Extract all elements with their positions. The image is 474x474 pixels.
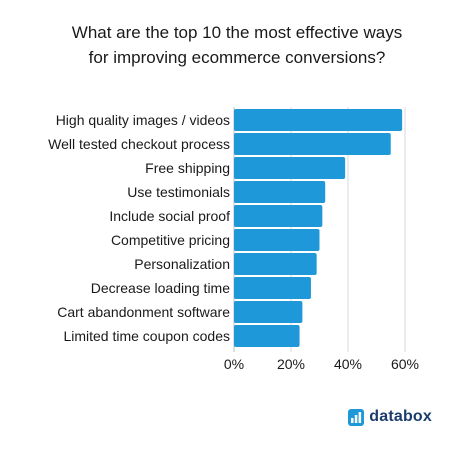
brand-logo: databox (348, 408, 432, 426)
category-label: Decrease loading time (91, 280, 231, 296)
category-label: Free shipping (145, 160, 230, 176)
bar (234, 229, 320, 251)
x-tick-label: 0% (224, 356, 244, 372)
databox-logo-icon (348, 408, 365, 426)
bar (234, 325, 300, 347)
x-tick-label: 40% (334, 356, 362, 372)
category-label: Cart abandonment software (57, 304, 230, 320)
chart-title-line-2: for improving ecommerce conversions? (88, 48, 386, 67)
category-labels: High quality images / videos Well tested … (48, 112, 230, 344)
brand-name: databox (369, 408, 432, 425)
bar (234, 253, 317, 275)
bar (234, 157, 346, 179)
category-label: High quality images / videos (56, 112, 230, 128)
category-label: Use testimonials (127, 184, 230, 200)
category-label: Limited time coupon codes (63, 328, 230, 344)
bar (234, 181, 326, 203)
category-label: Well tested checkout process (48, 136, 230, 152)
x-tick-label: 60% (391, 356, 419, 372)
bar (234, 301, 303, 323)
category-label: Personalization (134, 256, 230, 272)
x-tick-label: 20% (277, 356, 305, 372)
category-label: Include social proof (109, 208, 230, 224)
bars (234, 109, 403, 347)
x-axis: 0% 20% 40% 60% (224, 356, 419, 372)
category-label: Competitive pricing (111, 232, 230, 248)
bar (234, 109, 403, 131)
chart-title: What are the top 10 the most effective w… (0, 20, 474, 70)
bar (234, 277, 311, 299)
bar (234, 205, 323, 227)
bar (234, 133, 391, 155)
chart-title-line-1: What are the top 10 the most effective w… (71, 23, 403, 42)
